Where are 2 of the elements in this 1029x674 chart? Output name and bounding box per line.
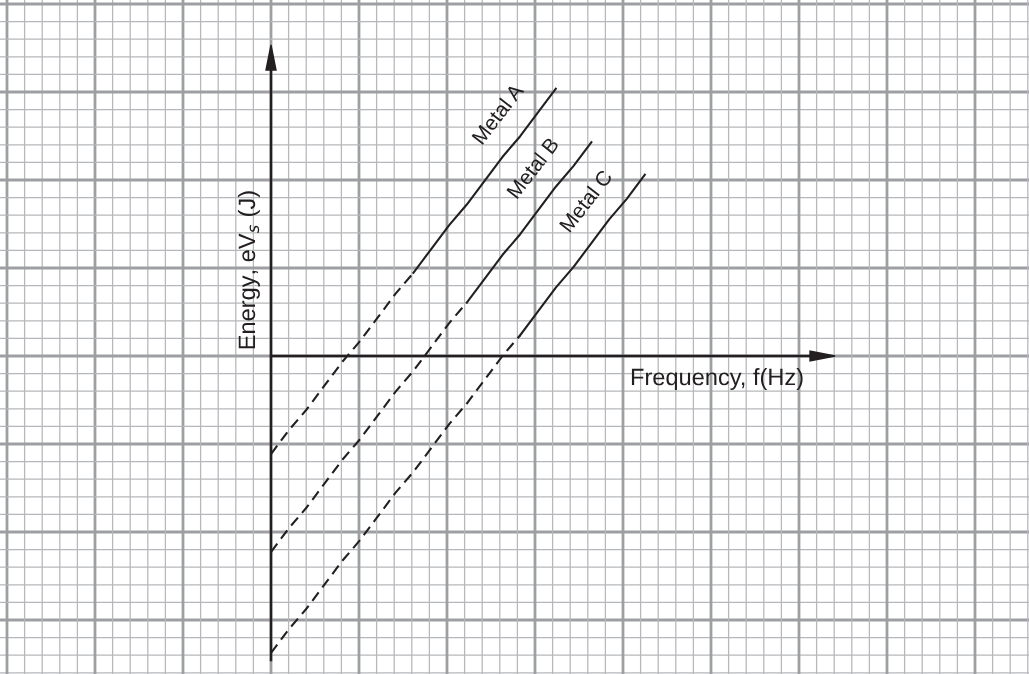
y-axis-title: Energy, eV$_{s}$ (J) [237,191,260,349]
x-axis-title: Frequency, f(Hz) [631,368,803,391]
